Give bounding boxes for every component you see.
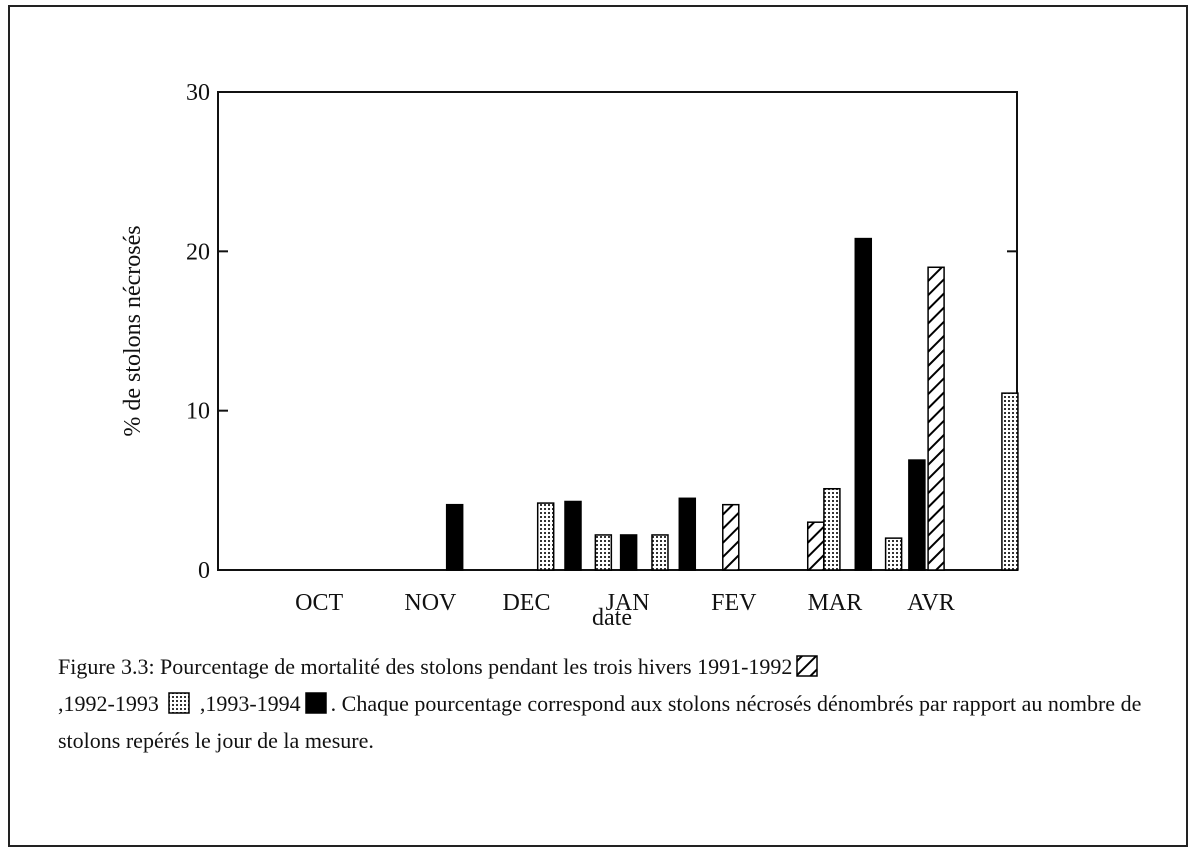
bar — [1001, 392, 1019, 571]
legend-swatch — [304, 692, 327, 714]
legend-label: 1992-1993 — [63, 691, 159, 716]
caption-text: , — [58, 691, 64, 716]
y-tick-label: 10 — [186, 399, 210, 425]
bar — [722, 503, 740, 571]
chart: % de stolons nécrosés date 0 10 20 30 OCT NOV… — [120, 80, 1019, 631]
bar — [445, 503, 464, 571]
caption-text: , — [199, 691, 206, 716]
legend-swatch-fill — [168, 692, 191, 714]
legend-swatch — [796, 655, 819, 677]
x-tick-label: JAN — [606, 590, 650, 616]
legend-swatch — [168, 692, 191, 714]
bar — [594, 534, 613, 571]
y-tick-label: 30 — [186, 80, 210, 106]
y-tick-label: 20 — [186, 239, 210, 265]
legend-swatch-fill — [796, 655, 819, 677]
y-tick-label: 0 — [198, 558, 210, 584]
bar — [806, 521, 825, 571]
x-tick-label: NOV — [404, 590, 457, 616]
bar — [619, 534, 638, 571]
bar — [564, 500, 582, 571]
caption-text: Figure 3.3: Pourcentage de mortalité des… — [58, 654, 692, 679]
caption: Figure 3.3: Pourcentage de mortalité des… — [58, 648, 1158, 759]
x-tick-label: DEC — [502, 590, 550, 616]
bar — [536, 502, 555, 571]
x-tick-label: AVR — [907, 590, 955, 616]
x-tick-label: FEV — [711, 590, 757, 616]
legend-swatch-fill — [304, 692, 327, 714]
x-axis-label: date — [592, 605, 632, 631]
caption-text: . Chaque pourcentage correspond aux stol… — [58, 691, 1142, 753]
bar — [678, 497, 697, 571]
bar — [823, 487, 841, 571]
figure-frame — [8, 5, 1188, 847]
legend-label: 1991-1992 — [697, 654, 793, 679]
bar — [884, 537, 903, 571]
bar — [927, 266, 945, 571]
bar — [908, 459, 926, 571]
bar — [854, 237, 873, 571]
plot-frame — [217, 91, 1018, 571]
x-tick-label: OCT — [295, 590, 343, 616]
legend-label: 1993-1994 — [205, 691, 301, 716]
y-axis-label: % de stolons nécrosés — [120, 225, 146, 436]
bar — [651, 534, 669, 571]
x-tick-label: MAR — [808, 590, 863, 616]
